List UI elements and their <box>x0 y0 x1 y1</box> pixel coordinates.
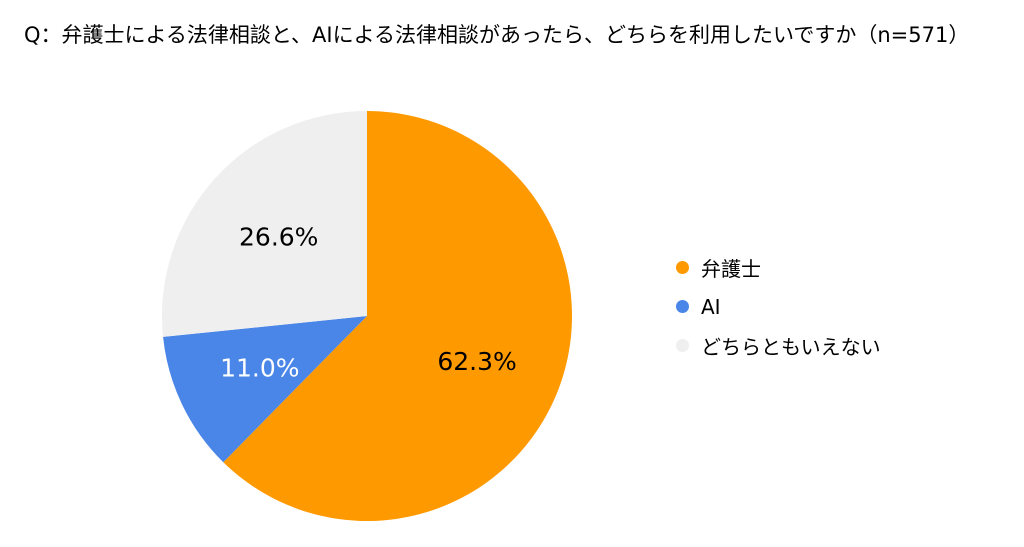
pie-slice-neither <box>162 111 367 337</box>
pie-slice-lawyer <box>223 111 572 521</box>
pie-label-ai: 11.0% <box>220 354 299 383</box>
legend-item-ai: AI <box>676 287 881 326</box>
pie-slice-ai <box>163 316 367 463</box>
legend-label-lawyer: 弁護士 <box>701 257 761 281</box>
legend-swatch-neither <box>676 339 689 352</box>
legend: 弁護士 AI どちらともいえない <box>676 248 881 365</box>
legend-swatch-ai <box>676 300 689 313</box>
pie-label-neither: 26.6% <box>239 222 318 251</box>
legend-label-neither: どちらともいえない <box>701 335 881 359</box>
pie-label-lawyer: 62.3% <box>437 347 516 376</box>
legend-item-neither: どちらともいえない <box>676 326 881 365</box>
legend-swatch-lawyer <box>676 261 689 274</box>
chart-title: Q：弁護士による法律相談と、AIによる法律相談があったら、どちらを利用したいです… <box>24 23 970 47</box>
legend-label-ai: AI <box>701 294 721 319</box>
legend-item-lawyer: 弁護士 <box>676 248 881 287</box>
